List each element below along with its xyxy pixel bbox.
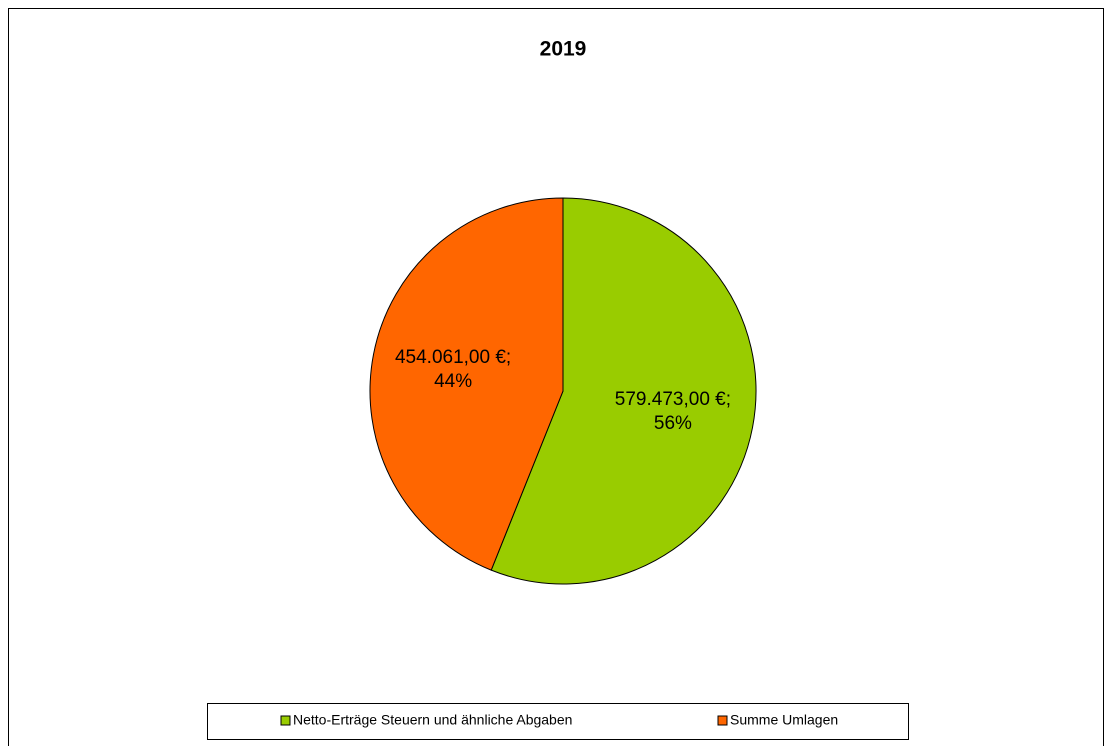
data-label: 44% [434,371,472,392]
legend-swatch [717,715,728,726]
legend-label: Netto-Erträge Steuern und ähnliche Abgab… [293,712,572,728]
data-label: 579.473,00 €; [615,389,731,410]
pie-slice [369,197,564,571]
pie-slice [490,197,757,585]
legend-swatch [280,715,291,726]
legend-box [207,703,909,740]
legend-label: Summe Umlagen [730,712,838,728]
data-label: 454.061,00 €; [395,347,511,368]
data-label: 56% [654,413,692,434]
chart-title: 2019 [540,38,587,61]
